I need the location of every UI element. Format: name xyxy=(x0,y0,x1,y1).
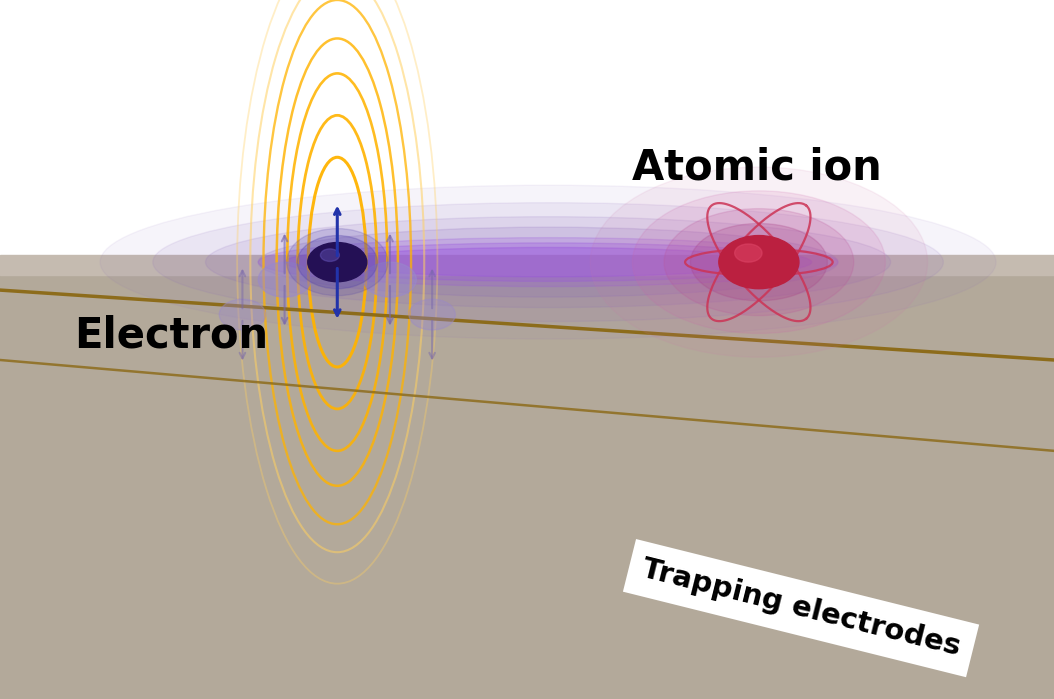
Ellipse shape xyxy=(285,243,812,282)
Ellipse shape xyxy=(690,224,827,301)
Circle shape xyxy=(735,244,762,262)
Ellipse shape xyxy=(327,247,769,277)
Circle shape xyxy=(258,262,311,297)
Bar xyxy=(0,262,1054,699)
Text: Atomic ion: Atomic ion xyxy=(632,147,882,189)
Bar xyxy=(0,255,1054,275)
Ellipse shape xyxy=(258,238,838,287)
Ellipse shape xyxy=(664,208,854,316)
Ellipse shape xyxy=(632,191,885,333)
Ellipse shape xyxy=(100,185,996,339)
Circle shape xyxy=(308,243,367,282)
Ellipse shape xyxy=(153,203,943,322)
Circle shape xyxy=(219,299,266,330)
Ellipse shape xyxy=(206,217,891,308)
Circle shape xyxy=(364,262,416,297)
Bar xyxy=(0,0,1054,262)
Circle shape xyxy=(719,236,799,289)
Text: Electron: Electron xyxy=(74,315,268,356)
Circle shape xyxy=(409,299,455,330)
Circle shape xyxy=(287,229,388,296)
Text: Trapping electrodes: Trapping electrodes xyxy=(639,555,963,661)
Circle shape xyxy=(297,236,377,289)
Circle shape xyxy=(320,249,339,261)
Ellipse shape xyxy=(590,167,928,357)
Ellipse shape xyxy=(258,227,838,297)
